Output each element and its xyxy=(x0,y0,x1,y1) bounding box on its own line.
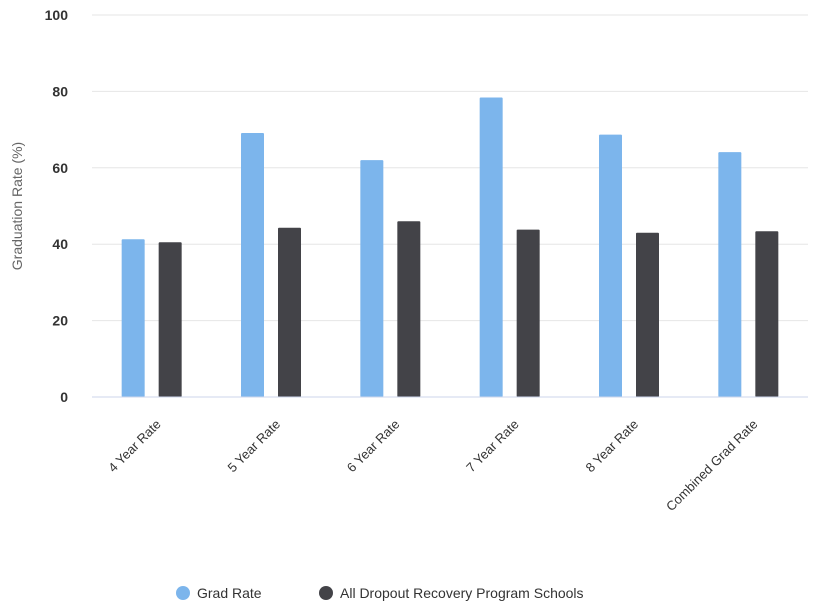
bar-all-drp-schools[interactable] xyxy=(516,229,540,397)
y-tick-label: 0 xyxy=(60,389,68,405)
gridlines xyxy=(92,14,808,322)
x-tick-label: 6 Year Rate xyxy=(344,417,403,476)
y-tick-label: 40 xyxy=(52,236,68,252)
legend-item[interactable]: Grad Rate xyxy=(176,585,262,601)
bar-all-drp-schools[interactable] xyxy=(158,242,182,397)
bar-grad-rate[interactable] xyxy=(599,134,622,398)
x-tick-label: 8 Year Rate xyxy=(582,417,641,476)
bar-grad-rate[interactable] xyxy=(360,160,384,397)
legend-label: All Dropout Recovery Program Schools xyxy=(340,585,584,601)
legend: Grad Rate All Dropout Recovery Program Sc… xyxy=(176,585,584,601)
x-axis-ticks: 4 Year Rate 5 Year Rate 6 Year Rate 7 Year … xyxy=(105,417,760,514)
x-tick-label: 5 Year Rate xyxy=(224,417,283,476)
bar-grad-rate[interactable] xyxy=(479,97,503,398)
y-tick-label: 100 xyxy=(45,7,69,23)
legend-item[interactable]: All Dropout Recovery Program Schools xyxy=(319,585,584,601)
x-tick-label: Combined Grad Rate xyxy=(663,417,760,514)
bar-all-drp-schools[interactable] xyxy=(636,232,659,397)
bars xyxy=(121,97,779,398)
y-tick-label: 80 xyxy=(52,83,68,99)
bar-grad-rate[interactable] xyxy=(241,133,264,397)
legend-marker xyxy=(319,586,333,600)
x-tick-label: 4 Year Rate xyxy=(105,417,164,476)
bar-all-drp-schools[interactable] xyxy=(278,227,301,397)
bar-all-drp-schools[interactable] xyxy=(397,221,421,397)
bar-grad-rate[interactable] xyxy=(718,152,742,397)
bar-all-drp-schools[interactable] xyxy=(755,231,779,397)
bar-grad-rate[interactable] xyxy=(121,239,145,397)
y-tick-label: 60 xyxy=(52,160,68,176)
y-axis-label: Graduation Rate (%) xyxy=(9,142,25,270)
legend-marker xyxy=(176,586,190,600)
legend-label: Grad Rate xyxy=(197,585,262,601)
y-axis-ticks: 0 20 40 60 80 100 xyxy=(45,7,69,405)
x-tick-label: 7 Year Rate xyxy=(463,417,522,476)
y-tick-label: 20 xyxy=(52,313,68,329)
